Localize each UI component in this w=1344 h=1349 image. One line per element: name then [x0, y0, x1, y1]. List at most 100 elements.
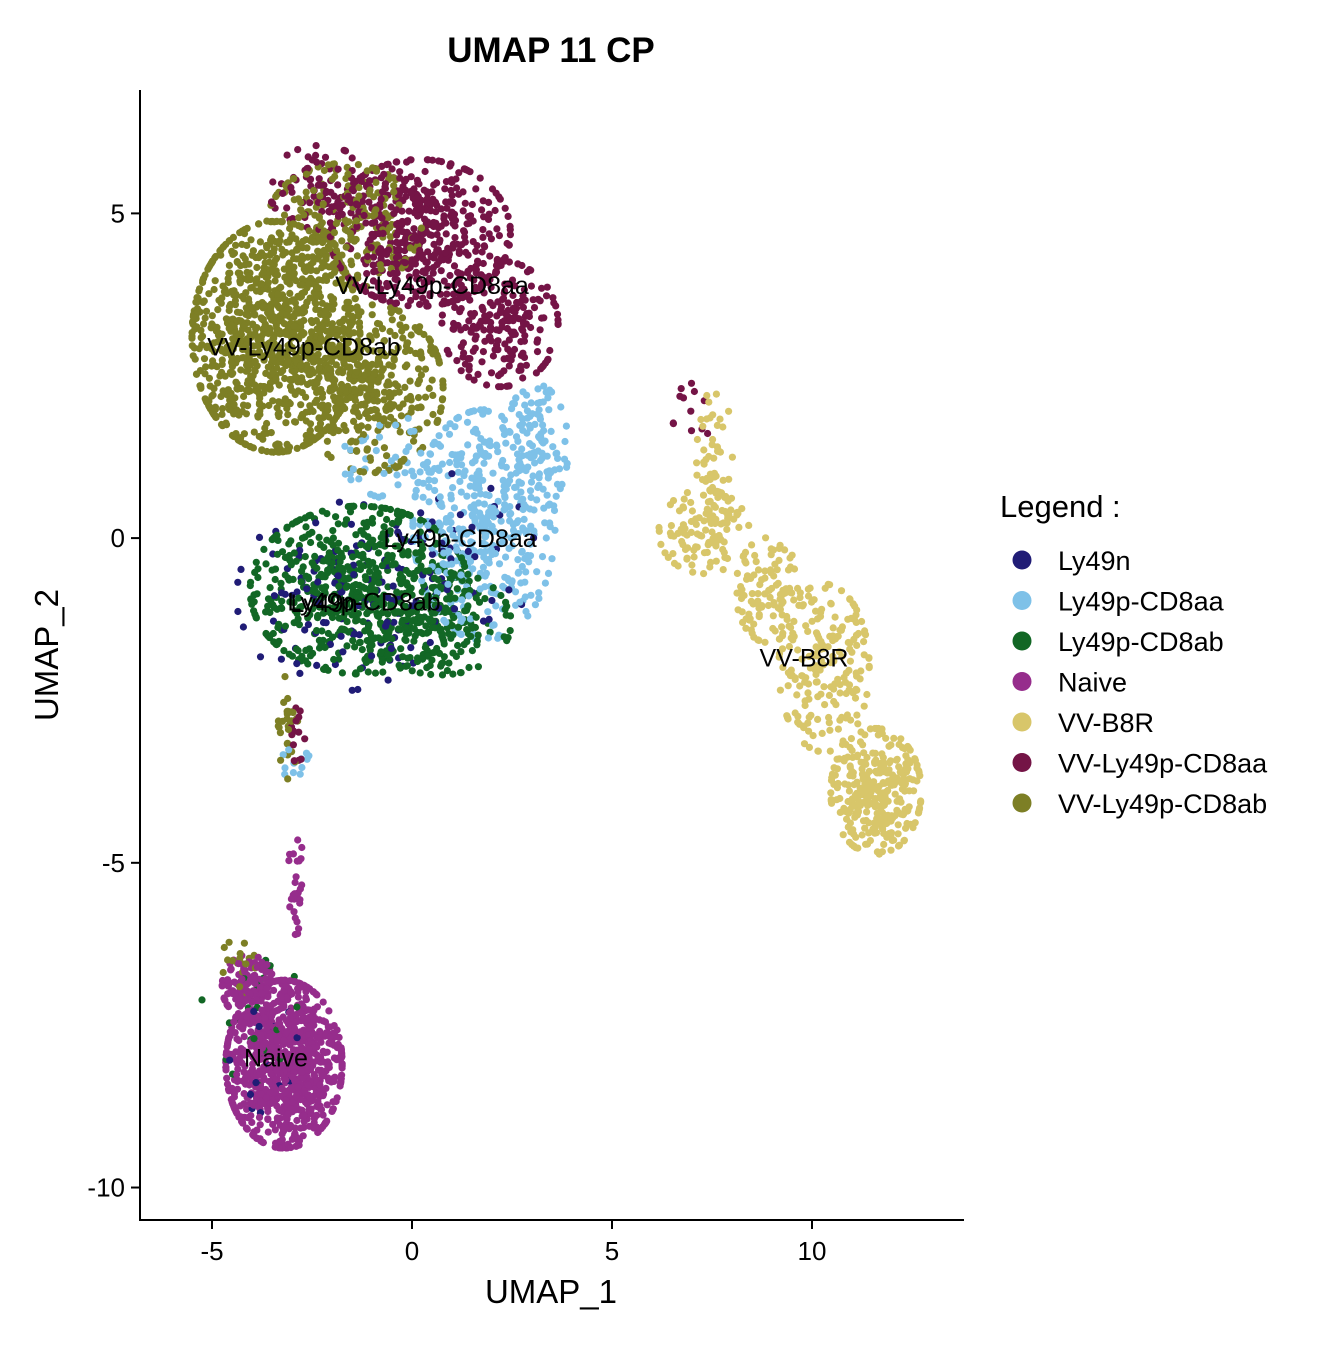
- data-point: [825, 719, 833, 727]
- data-point: [343, 642, 351, 650]
- data-point: [227, 966, 235, 974]
- data-point: [861, 824, 869, 832]
- data-point: [226, 396, 234, 404]
- data-point: [467, 632, 475, 641]
- data-point: [880, 762, 888, 770]
- data-point: [306, 370, 314, 379]
- data-point: [758, 576, 766, 584]
- data-point: [281, 553, 289, 562]
- data-point: [357, 527, 365, 535]
- data-point: [442, 230, 450, 238]
- data-point: [322, 619, 330, 627]
- data-point: [359, 583, 367, 591]
- data-point: [449, 325, 457, 333]
- data-point: [487, 484, 495, 492]
- data-point: [275, 723, 283, 732]
- data-point: [355, 412, 363, 421]
- data-point: [302, 994, 310, 1002]
- data-point: [372, 447, 380, 455]
- data-point: [316, 192, 324, 200]
- data-point: [294, 930, 302, 938]
- data-point: [279, 189, 287, 197]
- data-point: [488, 185, 497, 193]
- data-point: [326, 607, 334, 616]
- data-point: [438, 660, 446, 668]
- data-point: [334, 546, 342, 554]
- data-point: [500, 355, 508, 363]
- data-point: [814, 715, 822, 724]
- data-point: [281, 374, 289, 383]
- data-point: [519, 374, 527, 382]
- data-point: [233, 258, 242, 266]
- data-point: [857, 728, 865, 736]
- data-point: [269, 178, 277, 186]
- data-point: [779, 663, 787, 672]
- data-point: [472, 247, 480, 255]
- data-point: [376, 509, 384, 517]
- data-point: [365, 198, 373, 206]
- data-point: [371, 669, 380, 677]
- data-point: [443, 204, 451, 212]
- data-point: [392, 158, 400, 166]
- data-point: [258, 446, 266, 454]
- data-point: [280, 320, 288, 328]
- data-point: [456, 477, 464, 485]
- data-point: [533, 496, 541, 504]
- data-point: [480, 459, 488, 467]
- data-point: [444, 282, 452, 290]
- data-point: [716, 415, 724, 423]
- data-point: [377, 174, 385, 182]
- data-point: [508, 542, 516, 550]
- data-point: [312, 142, 320, 150]
- data-point: [313, 627, 321, 635]
- data-point: [353, 223, 361, 231]
- data-point: [387, 309, 395, 317]
- data-point: [315, 343, 323, 352]
- data-point: [454, 623, 462, 631]
- data-point: [499, 582, 507, 591]
- data-point: [201, 314, 209, 322]
- data-point: [270, 357, 278, 365]
- data-point: [308, 433, 316, 441]
- data-point: [509, 443, 517, 451]
- data-point: [410, 437, 418, 445]
- data-point: [841, 780, 849, 788]
- data-point: [447, 491, 455, 499]
- data-point: [218, 410, 226, 418]
- data-point: [790, 617, 798, 626]
- data-point: [543, 283, 551, 291]
- data-point: [858, 617, 866, 626]
- data-point: [430, 477, 439, 485]
- data-point: [390, 618, 398, 626]
- data-point: [423, 419, 431, 427]
- data-point: [256, 394, 264, 402]
- data-point: [263, 217, 271, 225]
- data-point: [294, 993, 302, 1001]
- data-point: [492, 602, 500, 610]
- data-point: [693, 459, 701, 467]
- data-point: [301, 553, 309, 561]
- data-point: [799, 601, 807, 609]
- data-point: [526, 540, 534, 548]
- data-point: [454, 641, 462, 650]
- data-point: [708, 528, 716, 536]
- data-point: [548, 555, 556, 563]
- data-point: [473, 637, 481, 645]
- data-point: [369, 253, 378, 261]
- data-point: [290, 549, 298, 557]
- data-point: [670, 532, 678, 540]
- data-point: [499, 424, 507, 432]
- data-point: [541, 579, 550, 587]
- data-point: [478, 206, 486, 214]
- data-point: [444, 630, 453, 638]
- data-point: [791, 709, 799, 717]
- data-point: [540, 382, 548, 390]
- data-point: [271, 575, 279, 584]
- data-point: [368, 301, 376, 309]
- data-point: [538, 363, 546, 371]
- data-point: [472, 484, 480, 492]
- data-point: [397, 412, 405, 420]
- data-point: [479, 306, 487, 314]
- data-point: [806, 664, 815, 672]
- data-point: [442, 515, 450, 523]
